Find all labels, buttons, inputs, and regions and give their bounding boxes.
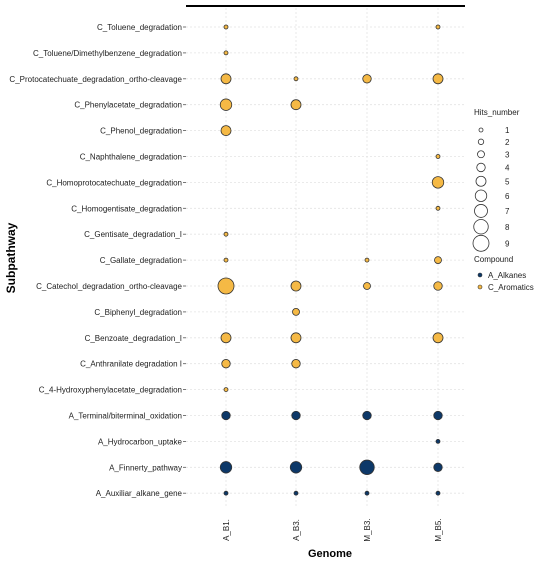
data-point <box>221 359 231 369</box>
size-legend-key <box>476 162 486 173</box>
size-legend-key <box>472 234 490 252</box>
data-point <box>223 490 229 496</box>
size-legend-key <box>477 138 485 145</box>
y-axis-title: Subpathway <box>4 222 18 293</box>
data-point <box>433 462 443 472</box>
size-legend-key <box>475 175 487 187</box>
color-legend-key <box>477 284 483 290</box>
y-tick-label: C_Toluene_degradation <box>97 23 182 32</box>
data-point <box>290 332 302 344</box>
data-point <box>223 24 229 30</box>
y-tick-label: C_Toluene/Dimethylbenzene_degradation <box>33 49 182 58</box>
data-point <box>435 438 441 444</box>
y-tick-label: C_4-Hydroxyphenylacetate_degradation <box>39 386 182 395</box>
size-legend-label: 5 <box>505 177 510 186</box>
size-legend-key <box>474 204 488 218</box>
color-legend-label: A_Alkanes <box>488 271 526 280</box>
data-point <box>223 231 229 237</box>
size-legend-key <box>478 127 484 133</box>
y-tick-label: C_Gallate_degradation <box>100 256 182 265</box>
size-legend-label: 6 <box>505 192 510 201</box>
y-tick-label: C_Homoprotocatechuate_degradation <box>46 178 182 187</box>
size-legend-label: 9 <box>505 239 510 248</box>
color-legend-title: Compound <box>474 255 513 264</box>
y-tick-label: C_Naphthalene_degradation <box>80 153 182 162</box>
x-tick-labels: A_B1. A_B3. M_B3. M_B5. <box>222 518 443 541</box>
data-point <box>217 277 235 295</box>
data-point <box>435 24 441 30</box>
data-point <box>223 50 229 56</box>
data-point <box>220 73 232 85</box>
data-point <box>431 176 445 189</box>
data-point <box>290 99 302 111</box>
data-point <box>435 154 441 159</box>
size-legend-title: Hits_number <box>474 108 520 117</box>
size-legend-label: 4 <box>505 163 510 172</box>
data-point <box>223 257 229 263</box>
data-point <box>220 332 232 344</box>
y-tick-label: C_Phenylacetate_degradation <box>74 101 182 110</box>
data-point <box>432 332 444 344</box>
size-legend-key <box>473 219 489 235</box>
data-point <box>220 125 232 137</box>
data-points <box>217 24 445 496</box>
size-legend-label: 2 <box>505 138 510 147</box>
data-point <box>223 387 229 393</box>
data-point <box>293 76 299 82</box>
color-legend: A_Alkanes C_Aromatics <box>477 271 534 292</box>
data-point <box>364 257 370 263</box>
size-legend: 1 2 3 4 5 6 7 8 9 <box>472 126 510 252</box>
data-point <box>291 410 301 421</box>
data-point <box>433 410 443 421</box>
data-point <box>292 307 300 316</box>
data-point <box>359 459 375 475</box>
y-tick-label: C_Phenol_degradation <box>100 127 182 136</box>
y-tick-label: C_Catechol_degradation_ortho-cleavage <box>36 282 182 291</box>
data-point <box>289 461 303 474</box>
data-point <box>219 461 233 474</box>
y-tick-label: A_Auxiliar_alkane_gene <box>96 489 183 498</box>
y-tick-label: A_Hydrocarbon_uptake <box>98 437 183 446</box>
y-tick-label: C_Anthranilate degradation I <box>80 360 182 369</box>
data-point <box>435 205 441 211</box>
legend: Hits_number 1 2 3 4 5 6 7 8 9 Compound A_Alkanes… <box>472 108 534 292</box>
y-tick-label: C_Protocatechuate_degradation_ortho-clea… <box>9 75 182 84</box>
x-tick-label: A_B1. <box>222 519 231 541</box>
data-point <box>291 359 301 369</box>
color-legend-label: C_Aromatics <box>488 283 534 292</box>
data-point <box>362 74 372 84</box>
y-tick-label: C_Benzoate_degradation_I <box>85 334 182 343</box>
y-tick-label: A_Terminal/biterminal_oxidation <box>69 412 182 421</box>
x-tick-label: M_B3. <box>363 518 372 541</box>
size-legend-label: 7 <box>505 207 510 216</box>
y-tick-labels: C_Toluene_degradation C_Toluene/Dimethylb… <box>9 23 186 498</box>
y-tick-label: A_Finnerty_pathway <box>109 463 182 472</box>
data-point <box>362 410 372 421</box>
size-legend-label: 3 <box>505 150 510 159</box>
data-point <box>434 256 442 265</box>
data-point <box>432 73 444 85</box>
size-legend-key <box>474 189 488 202</box>
data-point <box>433 281 443 291</box>
size-legend-label: 8 <box>505 223 510 232</box>
data-point <box>290 280 302 292</box>
y-tick-label: C_Gentisate_degradation_I <box>84 230 182 239</box>
data-point <box>221 410 231 421</box>
color-legend-key <box>477 272 483 278</box>
x-axis-title: Genome <box>308 548 352 560</box>
y-tick-label: C_Biphenyl_degradation <box>94 308 182 317</box>
y-tick-label: C_Homogentisate_degradation <box>71 204 182 213</box>
x-tick-label: M_B5. <box>434 518 443 541</box>
size-legend-label: 1 <box>505 126 510 135</box>
data-point <box>435 490 441 496</box>
size-legend-key <box>477 150 485 159</box>
data-point <box>293 490 299 496</box>
x-tick-label: A_B3. <box>292 519 301 541</box>
data-point <box>219 98 233 111</box>
data-point <box>364 490 370 496</box>
data-point <box>363 282 371 290</box>
